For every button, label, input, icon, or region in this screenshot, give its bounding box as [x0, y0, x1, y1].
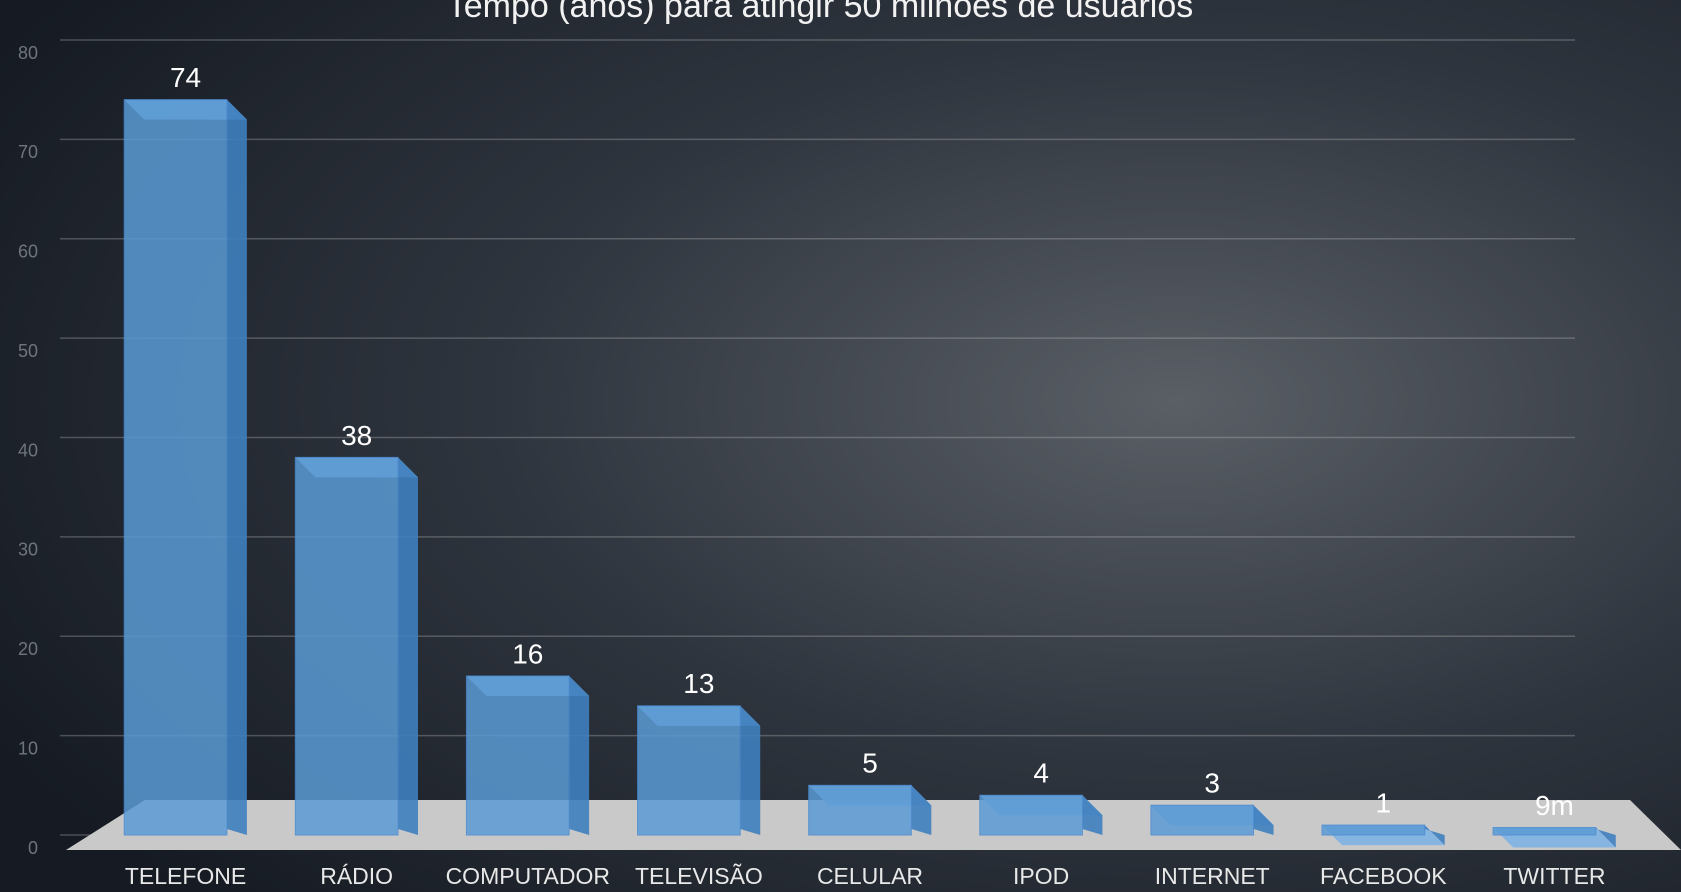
y-tick-label: 30: [18, 540, 38, 560]
x-tick-label: FACEBOOK: [1320, 863, 1447, 889]
x-tick-label: RÁDIO: [320, 863, 393, 889]
y-tick-label: 80: [18, 43, 38, 63]
y-tick-label: 50: [18, 341, 38, 361]
value-label: 9m: [1535, 790, 1574, 821]
bar: [1321, 824, 1426, 836]
x-tick-label: TELEFONE: [125, 863, 246, 889]
x-tick-label: COMPUTADOR: [446, 863, 610, 889]
y-tick-label: 60: [18, 242, 38, 262]
bar: [465, 675, 570, 836]
bar-side: [911, 785, 932, 835]
bar: [979, 794, 1083, 836]
value-label: 3: [1204, 768, 1220, 799]
x-tick-label: TWITTER: [1503, 863, 1605, 889]
value-label: 16: [512, 638, 543, 669]
bar-side: [1595, 827, 1616, 848]
x-tick-label: TELEVISÃO: [635, 863, 763, 889]
bar-side: [398, 457, 418, 835]
bar: [808, 784, 912, 836]
value-label: 5: [862, 748, 878, 779]
value-label: 13: [683, 668, 714, 699]
y-tick-label: 0: [28, 838, 38, 858]
bar-side: [1253, 805, 1274, 835]
bar: [123, 99, 228, 836]
bar-side: [1424, 825, 1445, 846]
bar: [1150, 804, 1255, 836]
bar-side: [740, 705, 761, 835]
value-label: 1: [1376, 787, 1392, 818]
bar-side: [569, 676, 590, 835]
bar-side: [226, 99, 247, 835]
x-tick-label: IPOD: [1013, 863, 1069, 889]
y-tick-label: 70: [18, 142, 38, 162]
bar: [637, 705, 741, 836]
value-label: 38: [341, 420, 372, 451]
chart-title: Tempo (anos) para atingir 50 milhões de …: [447, 0, 1194, 25]
y-tick-label: 40: [18, 440, 38, 460]
y-tick-label: 10: [18, 738, 38, 758]
bar: [294, 456, 399, 836]
x-tick-label: CELULAR: [817, 863, 923, 889]
bar-side: [1082, 795, 1103, 835]
bar: [1492, 827, 1597, 836]
x-tick-label: INTERNET: [1155, 863, 1270, 889]
value-label: 74: [170, 62, 201, 93]
y-tick-label: 20: [18, 639, 38, 659]
value-label: 4: [1033, 758, 1049, 789]
